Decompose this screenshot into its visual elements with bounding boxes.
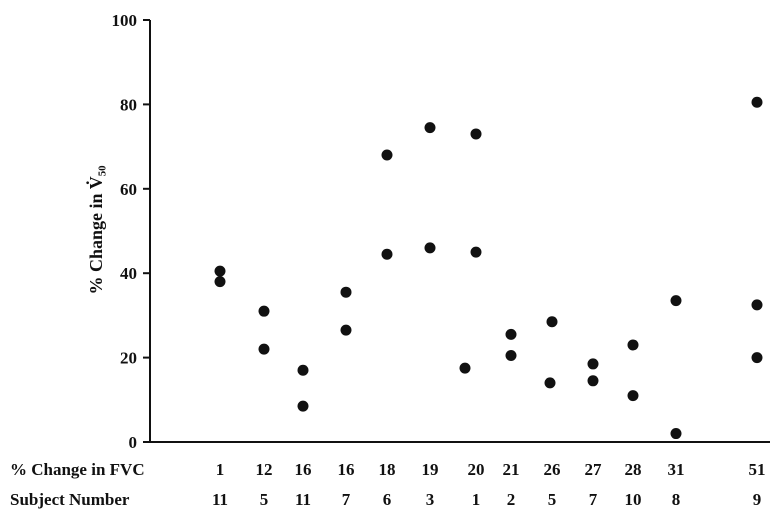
y-axis-label: % Change in V̇₅₀	[86, 166, 106, 295]
fvc-value: 12	[256, 460, 273, 479]
data-point	[546, 316, 558, 328]
data-point	[751, 96, 763, 108]
data-points	[214, 96, 763, 440]
row-title: % Change in FVC	[10, 460, 145, 479]
data-point	[505, 349, 517, 361]
fvc-value: 18	[379, 460, 396, 479]
data-point	[544, 377, 556, 389]
data-point	[751, 352, 763, 364]
y-tick-label: 0	[129, 433, 138, 452]
fvc-value: 19	[422, 460, 439, 479]
data-point	[424, 122, 436, 134]
subject-number: 2	[507, 490, 516, 509]
data-point	[340, 324, 352, 336]
data-point	[670, 428, 682, 440]
subject-number: 1	[472, 490, 481, 509]
fvc-value: 51	[749, 460, 766, 479]
data-point	[214, 276, 226, 288]
fvc-value: 16	[295, 460, 312, 479]
y-tick-label: 60	[120, 180, 137, 199]
subject-number: 11	[295, 490, 311, 509]
subject-number: 10	[625, 490, 642, 509]
data-point	[627, 390, 639, 402]
data-point	[381, 149, 393, 161]
y-tick-label: 40	[120, 264, 137, 283]
data-point	[297, 400, 309, 412]
y-tick-label: 80	[120, 95, 137, 114]
data-point	[258, 305, 270, 317]
data-point	[587, 358, 599, 370]
fvc-value: 1	[216, 460, 225, 479]
data-point	[459, 362, 471, 374]
data-point	[424, 242, 436, 254]
data-point	[670, 295, 682, 307]
subject-number: 7	[589, 490, 598, 509]
fvc-value: 26	[544, 460, 561, 479]
subject-number: 3	[426, 490, 435, 509]
fvc-value: 31	[668, 460, 685, 479]
y-tick-label: 20	[120, 349, 137, 368]
data-point	[627, 339, 639, 351]
axes: 0 20 40 60 80 100	[112, 11, 770, 452]
subject-number: 9	[753, 490, 762, 509]
data-point	[214, 265, 226, 277]
fvc-value: 20	[468, 460, 485, 479]
row-title: Subject Number	[10, 490, 130, 509]
fvc-value: 27	[585, 460, 603, 479]
fvc-value: 21	[503, 460, 520, 479]
y-tick-label: 100	[112, 11, 138, 30]
fvc-value: 28	[625, 460, 642, 479]
data-point	[340, 286, 352, 298]
subject-number: 11	[212, 490, 228, 509]
fvc-value: 16	[338, 460, 355, 479]
category-rows: % Change in FVC 1 12 16 16 18 19 20 21 26 27 28 31 51…	[10, 460, 766, 509]
data-point	[505, 328, 517, 340]
data-point	[587, 375, 599, 387]
subject-number: 5	[260, 490, 269, 509]
data-point	[751, 299, 763, 311]
data-point	[258, 343, 270, 355]
subject-number: 6	[383, 490, 392, 509]
subject-number: 5	[548, 490, 557, 509]
subject-number: 8	[672, 490, 681, 509]
data-point	[297, 364, 309, 376]
data-point	[381, 248, 393, 260]
data-point	[470, 128, 482, 140]
data-point	[470, 246, 482, 258]
subject-number: 7	[342, 490, 351, 509]
